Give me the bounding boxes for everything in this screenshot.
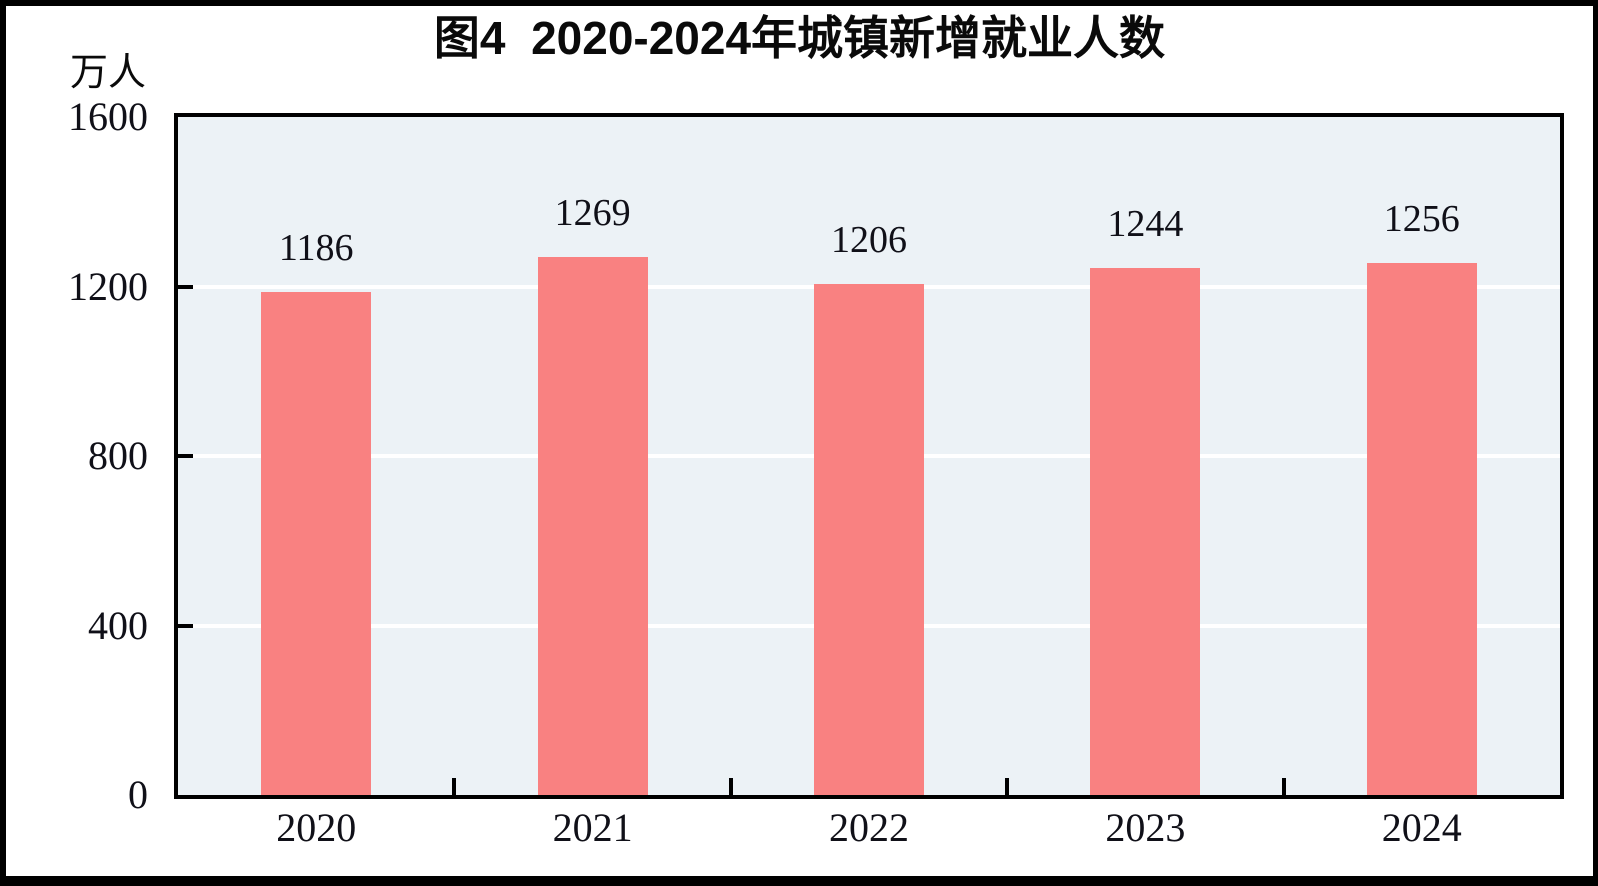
plot-area: 1186 1269 1206 1244 1256 bbox=[174, 113, 1564, 799]
y-axis-label-1200: 1200 bbox=[68, 263, 148, 309]
x-axis-label-2022: 2022 bbox=[829, 805, 909, 850]
x-axis-label-2024: 2024 bbox=[1381, 805, 1462, 850]
y-axis-label-800: 800 bbox=[88, 433, 148, 478]
bar-2020 bbox=[261, 292, 372, 795]
x-axis-tick-1 bbox=[452, 778, 457, 795]
x-axis-label-2020: 2020 bbox=[276, 805, 357, 850]
y-axis-tick-400 bbox=[178, 623, 193, 628]
x-axis-tick-2 bbox=[728, 778, 733, 795]
y-axis-label-400: 400 bbox=[88, 602, 148, 648]
y-axis-label-0: 0 bbox=[128, 772, 148, 817]
bar-value-label-2023: 1244 bbox=[1107, 202, 1184, 245]
x-axis-tick-4 bbox=[1281, 778, 1286, 795]
bar-2022 bbox=[814, 283, 924, 795]
x-axis-tick-3 bbox=[1005, 778, 1010, 795]
x-axis-label-2023: 2023 bbox=[1105, 805, 1186, 850]
y-axis-tick-800 bbox=[178, 454, 193, 458]
bar-value-label-2024: 1256 bbox=[1383, 197, 1460, 240]
x-axis-label-2021: 2021 bbox=[552, 805, 633, 850]
bar-value-label-2021: 1269 bbox=[554, 192, 631, 235]
bar-value-label-2022: 1206 bbox=[831, 218, 907, 261]
chart-title: 图4 2020-2024年城镇新增就业人数 bbox=[433, 12, 1166, 64]
y-axis-unit-label: 万人 bbox=[70, 52, 147, 94]
y-axis-label-1600: 1600 bbox=[68, 94, 148, 139]
bar-2021 bbox=[537, 257, 648, 795]
bar-2023 bbox=[1090, 267, 1201, 795]
y-axis-tick-1200 bbox=[178, 284, 193, 289]
bar-value-label-2020: 1186 bbox=[278, 227, 354, 270]
bar-2024 bbox=[1366, 262, 1477, 795]
